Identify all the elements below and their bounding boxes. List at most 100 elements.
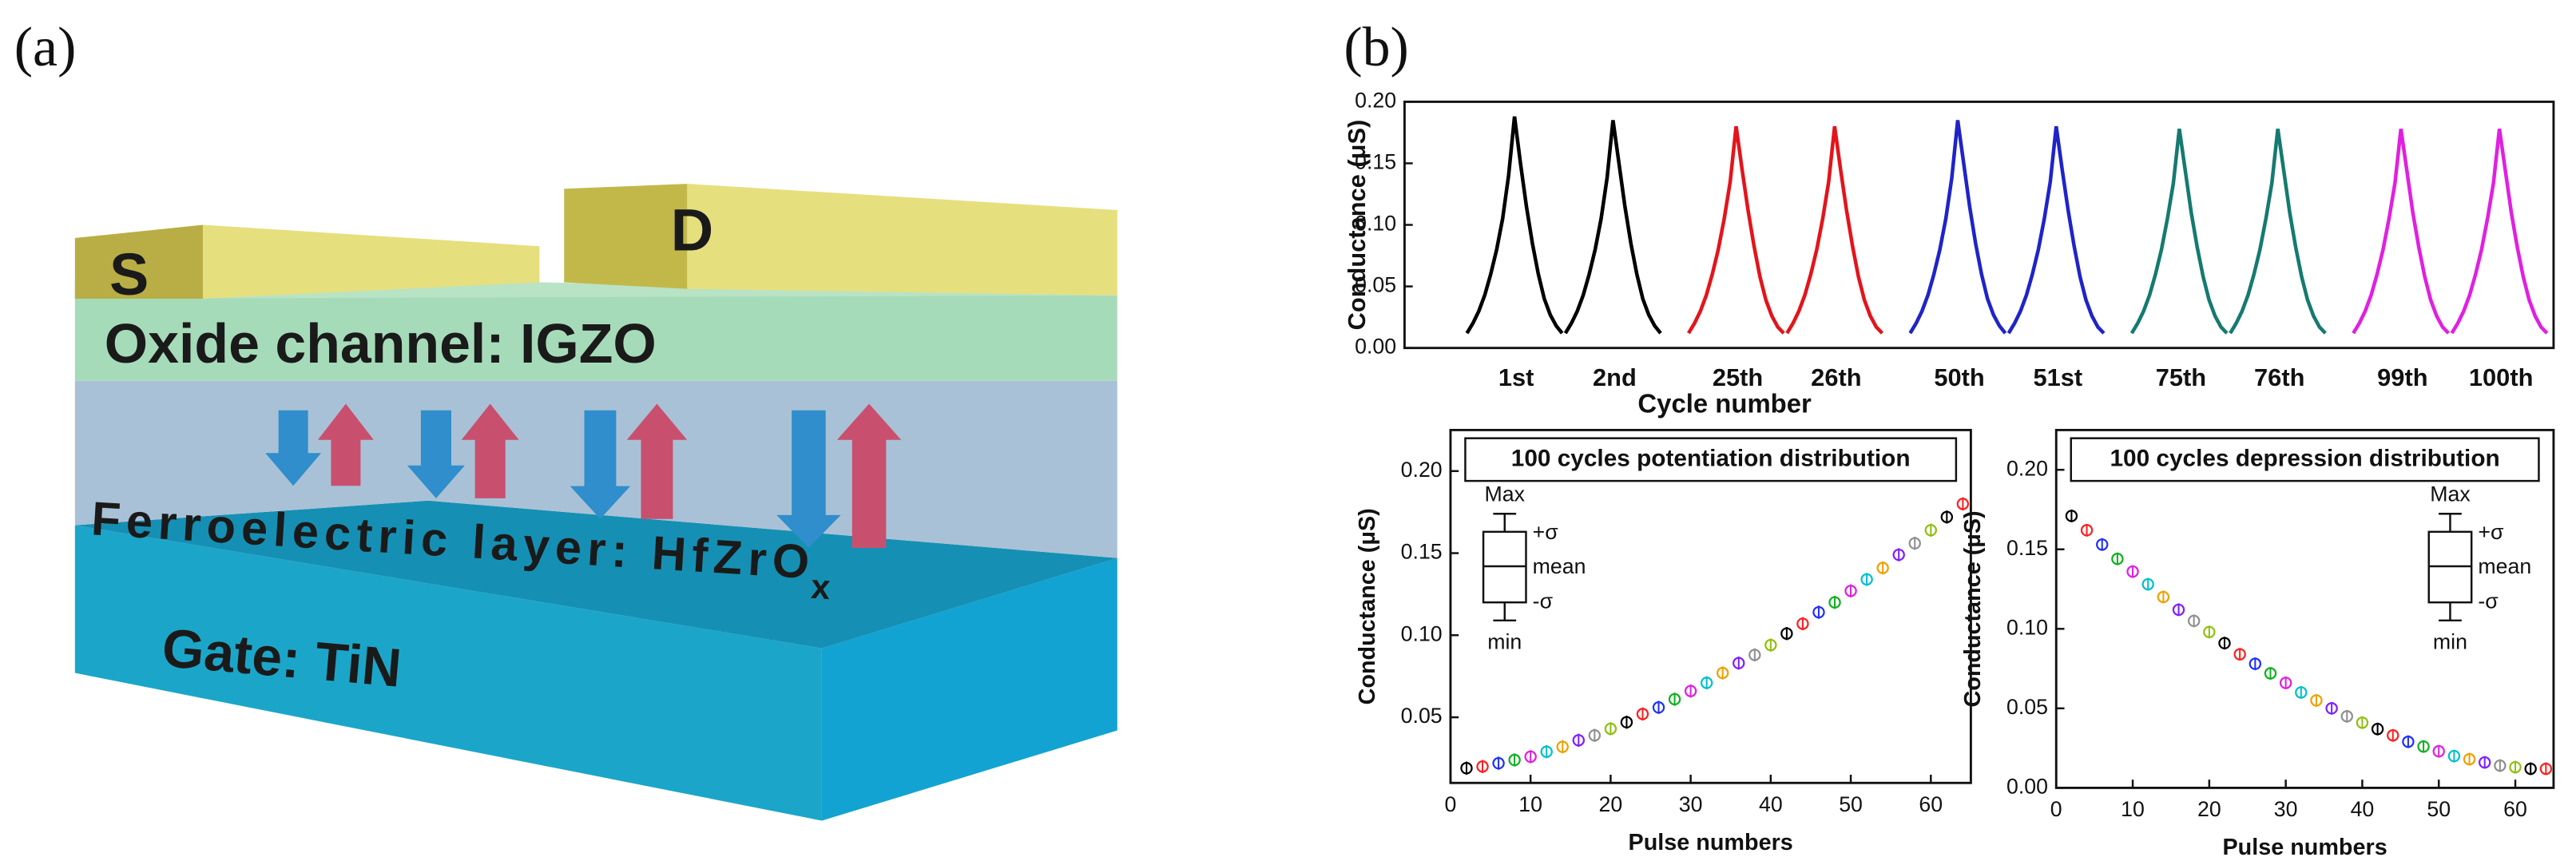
y-axis-label: Conductance (μS) [1343, 120, 1371, 331]
data-point [1908, 537, 1921, 550]
y-tick-label: 0.15 [2006, 536, 2048, 560]
y-tick-label: 0.05 [2006, 695, 2048, 719]
gate-side [821, 557, 1117, 821]
key-label: -σ [1533, 589, 1554, 613]
x-tick-label: 76th [2254, 363, 2304, 391]
data-point [2356, 716, 2369, 729]
data-point [2203, 625, 2216, 638]
cycle-line [1465, 116, 1564, 335]
data-point [2310, 694, 2323, 707]
data-point [2432, 744, 2445, 758]
x-tick-label: 20 [2197, 797, 2221, 821]
y-axis-label: Conductance (μS) [1960, 510, 1986, 707]
channel-label: Oxide channel: IGZO [105, 312, 657, 375]
x-tick-label: 25th [1713, 363, 1763, 391]
channel-layer [74, 295, 1117, 381]
key-label: -σ [2478, 589, 2499, 613]
ferroelectric-subscript: x [810, 568, 832, 607]
y-tick-label: 0.20 [2006, 456, 2048, 480]
data-point [1492, 756, 1505, 770]
up-arrow [317, 403, 374, 486]
data-point [2371, 723, 2384, 736]
x-tick-label: 60 [2503, 797, 2527, 821]
data-point [2417, 740, 2430, 753]
cycle-line [2129, 129, 2229, 335]
x-tick-label: 20 [1599, 792, 1623, 816]
polarization-arrows [265, 403, 902, 548]
x-axis-label: Pulse numbers [1629, 830, 1793, 855]
data-point [1940, 510, 1954, 524]
x-tick-label: 50 [2427, 797, 2451, 821]
data-point [2402, 735, 2415, 748]
y-tick-label: 0.10 [1355, 212, 1396, 236]
x-tick-label: 40 [1759, 792, 1783, 816]
x-tick-label: 50 [1839, 792, 1863, 816]
drain-front [564, 184, 688, 289]
title-box [2070, 437, 2540, 482]
x-tick-label: 60 [1919, 792, 1943, 816]
y-tick-label: 0.10 [2006, 615, 2048, 639]
data-point [2524, 762, 2537, 776]
title-box [1464, 437, 1958, 482]
down-arrow [407, 410, 465, 498]
data-point [1956, 498, 1970, 510]
data-point [1764, 638, 1777, 652]
data-point [1700, 677, 1713, 689]
data-point [1636, 708, 1649, 720]
key-label: mean [2478, 554, 2531, 578]
key-label: min [1487, 630, 1522, 654]
data-point [1572, 734, 1586, 747]
plot-frame [2054, 428, 2555, 789]
x-tick-label: 100th [2469, 363, 2534, 391]
cycle-line [2352, 129, 2451, 335]
data-point [1844, 585, 1857, 597]
data-point [1476, 760, 1489, 773]
data-point [1892, 548, 1905, 561]
x-tick-label: 1st [1498, 363, 1534, 391]
y-tick-label: 0.00 [2006, 774, 2048, 798]
x-tick-label: 51st [2033, 363, 2082, 391]
panel-label: (b) [1344, 17, 1408, 78]
cycle-line [2450, 129, 2549, 335]
plot-frame [1449, 428, 1972, 784]
data-point [2233, 648, 2246, 661]
gate-front [74, 525, 822, 821]
data-point [2264, 667, 2277, 680]
data-point [1684, 684, 1697, 697]
key-label: Max [1485, 482, 1526, 506]
data-point [1540, 745, 1553, 758]
key-label: +σ [2478, 520, 2504, 544]
key-label: mean [1533, 554, 1586, 578]
up-arrow [461, 403, 519, 498]
data-point [1748, 649, 1761, 661]
x-tick-label: 0 [1445, 792, 1457, 816]
key-label: min [2433, 630, 2467, 654]
data-point [1876, 561, 1889, 574]
data-point [2249, 657, 2262, 670]
data-point [2387, 729, 2399, 742]
x-axis-label: Cycle number [1637, 388, 1812, 418]
data-point [1524, 750, 1537, 764]
data-point [2295, 686, 2308, 699]
source-front [74, 224, 204, 300]
data-point [2172, 603, 2185, 617]
y-axis-label: Conductance (μS) [1355, 508, 1380, 704]
drain-label: D [671, 196, 713, 263]
drain-top [687, 184, 1117, 296]
device-schematic: S D Oxide channel: IGZO Ferroelectric la… [74, 184, 1117, 821]
down-arrow [776, 410, 841, 548]
data-point [2141, 577, 2154, 591]
data-point [2463, 752, 2476, 766]
data-point [2218, 637, 2231, 649]
data-point [2279, 677, 2292, 689]
down-arrow [265, 410, 322, 486]
y-tick-label: 0.15 [1401, 540, 1443, 564]
data-point [1460, 762, 1473, 775]
chart-title: 100 cycles potentiation distribution [1511, 445, 1911, 471]
cycle-line [1563, 120, 1662, 335]
x-tick-label: 2nd [1593, 363, 1637, 391]
up-arrow [836, 403, 902, 548]
key-label: +σ [1533, 520, 1559, 544]
x-tick-label: 99th [2377, 363, 2427, 391]
panel-label: (a) [14, 17, 77, 78]
